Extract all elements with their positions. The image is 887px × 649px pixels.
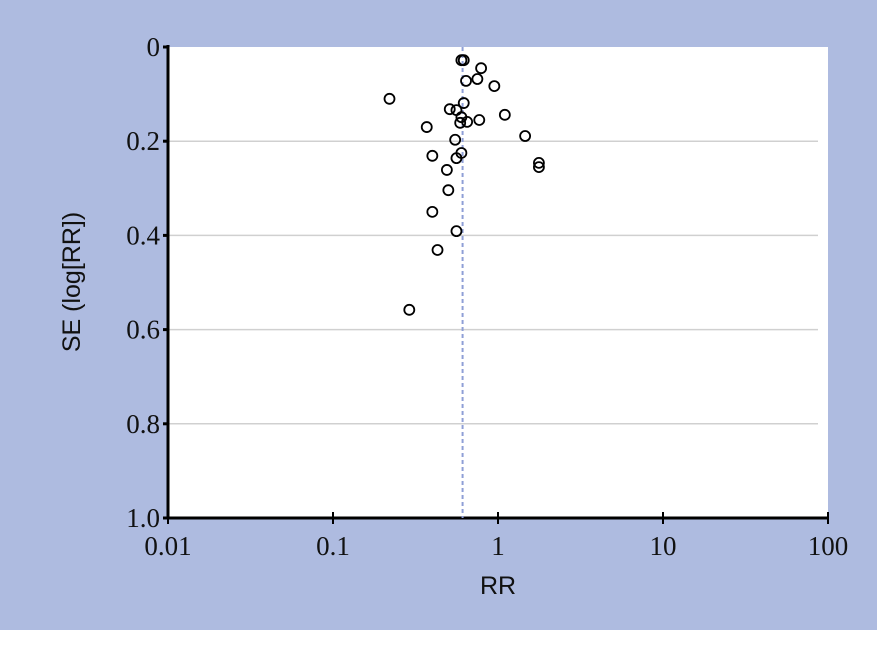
y-tick-label: 0.8 <box>126 409 160 439</box>
x-tick-label: 0.1 <box>316 531 350 561</box>
data-point <box>449 133 462 146</box>
y-tick-label: 0 <box>147 32 161 62</box>
y-tick-label: 1.0 <box>126 503 160 533</box>
y-tick-label: 0.4 <box>126 220 160 250</box>
data-point <box>443 103 456 116</box>
data-point <box>488 80 501 92</box>
data-point <box>426 205 439 218</box>
data-point <box>450 225 463 238</box>
data-point <box>450 152 463 165</box>
x-axis-label: RR <box>480 572 516 600</box>
data-point <box>473 114 486 126</box>
data-point <box>471 73 484 85</box>
data-point <box>454 116 467 129</box>
data-point <box>460 75 472 87</box>
data-point <box>533 161 545 174</box>
y-tick-label: 0.6 <box>126 315 160 345</box>
data-point <box>498 108 511 121</box>
x-tick-label: 100 <box>808 531 849 561</box>
y-axis-label: SE (log[RR]) <box>58 212 86 352</box>
data-point <box>420 121 433 133</box>
data-point <box>442 184 455 197</box>
data-point <box>519 130 532 142</box>
plot-area <box>168 47 828 518</box>
x-tick-label: 10 <box>650 531 677 561</box>
data-point <box>383 92 396 105</box>
data-point <box>461 115 474 128</box>
data-point <box>440 164 453 176</box>
y-tick-label: 0.2 <box>126 126 160 156</box>
data-point <box>533 156 545 169</box>
data-point <box>457 97 470 109</box>
x-tick-label: 1 <box>491 531 505 561</box>
data-point <box>457 54 470 67</box>
data-point <box>403 303 416 316</box>
data-point <box>475 62 488 75</box>
data-point <box>431 244 444 256</box>
data-point <box>426 149 439 162</box>
x-tick-label: 0.01 <box>144 531 191 561</box>
